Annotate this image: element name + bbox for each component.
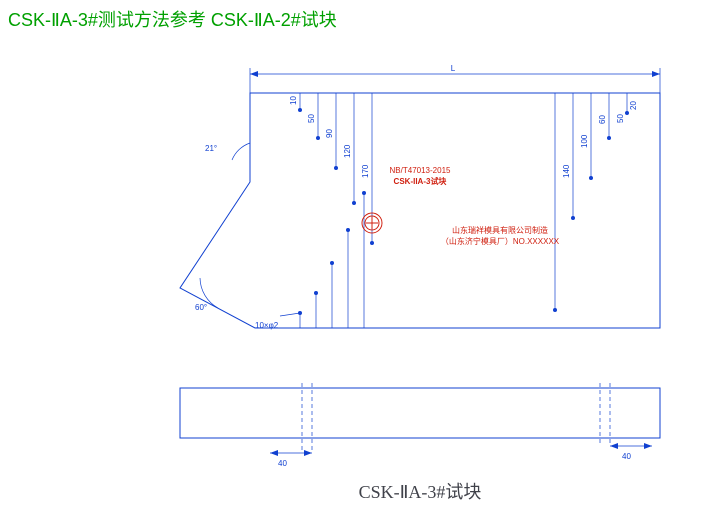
dim-40-right: 40	[622, 452, 631, 461]
dim-angle-21: 21°	[205, 144, 217, 153]
page-title: CSK-ⅡA-3#测试方法参考 CSK-ⅡA-2#试块	[0, 0, 707, 38]
dim-40-left: 40	[278, 459, 287, 468]
dim-angle-60: 60°	[195, 303, 207, 312]
hole-group-right: 140 100 60 50 20	[553, 93, 638, 312]
mfr2: （山东济宁模具厂）NO.XXXXXX	[441, 236, 560, 246]
hole-group-left: 10 50 90 120 170	[289, 93, 374, 245]
dim-20: 20	[629, 101, 638, 110]
side-view: 40 40	[180, 383, 660, 468]
mfr1: 山东瑞祥模具有限公司制造	[452, 225, 548, 235]
dim-50b: 50	[616, 114, 625, 123]
dim-L: L	[451, 64, 456, 73]
hole-group-bottom	[298, 191, 366, 328]
dim-100: 100	[580, 134, 589, 148]
dim-120: 120	[343, 144, 352, 158]
figure-caption: CSK-ⅡA-3#试块	[359, 482, 482, 502]
dim-50a: 50	[307, 114, 316, 123]
block-name: CSK-IIA-3试块	[394, 176, 448, 186]
standard: NB/T47013-2015	[390, 166, 451, 175]
main-block: 21° 60° L 10 50 90 120	[180, 64, 660, 330]
dim-140: 140	[562, 164, 571, 178]
dim-170: 170	[361, 164, 370, 178]
dim-60: 60	[598, 115, 607, 124]
dim-90: 90	[325, 129, 334, 138]
dim-10xphi2: 10×φ2	[255, 321, 279, 330]
stamp: NB/T47013-2015 CSK-IIA-3试块 山东瑞祥模具有限公司制造 …	[362, 166, 560, 246]
engineering-drawing: 21° 60° L 10 50 90 120	[0, 38, 707, 523]
dim-10: 10	[289, 96, 298, 105]
